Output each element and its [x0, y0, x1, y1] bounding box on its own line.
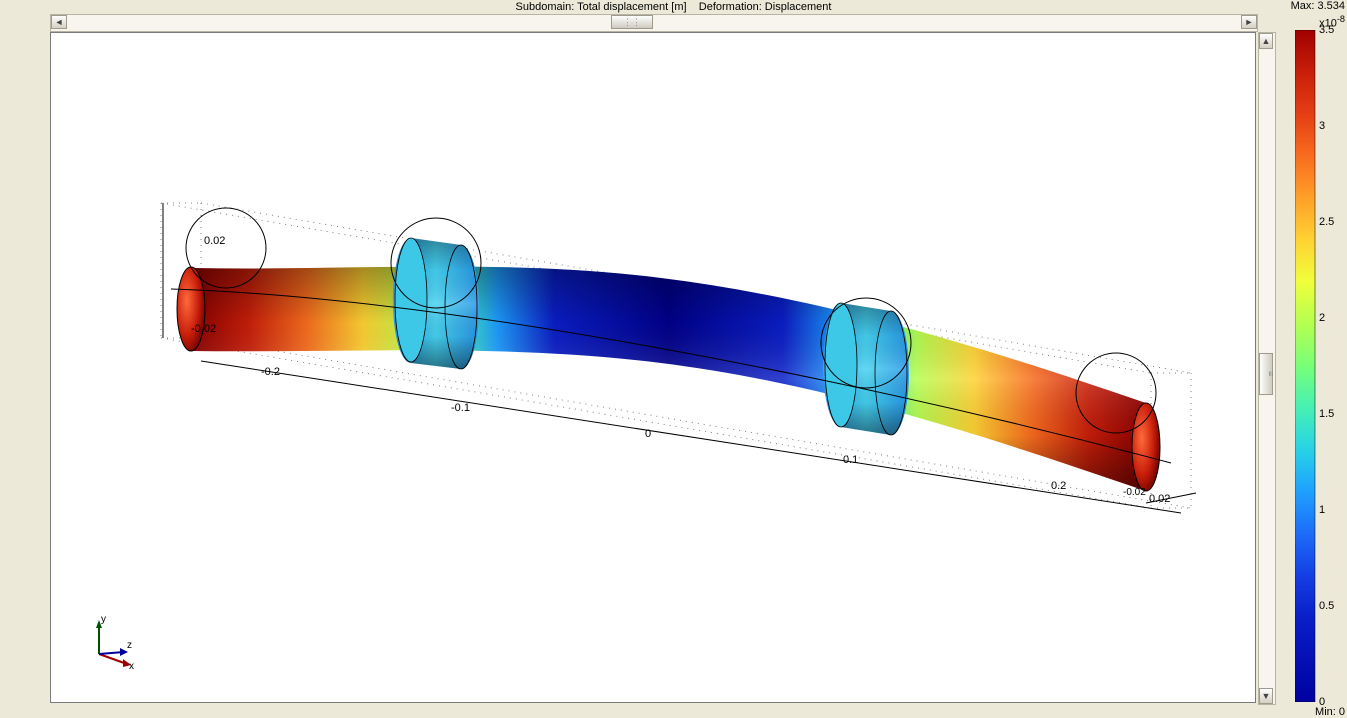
- colorbar-tick-5: 1: [1319, 504, 1325, 516]
- vertical-scrollbar[interactable]: ▲ ≡ ▼: [1258, 32, 1276, 705]
- horizontal-scroll-thumb[interactable]: ⋮⋮: [611, 15, 653, 29]
- x-tick-2: 0: [645, 428, 651, 440]
- shaft-endcap-right: [1132, 403, 1160, 491]
- x-tick-3: 0.1: [843, 454, 858, 466]
- x-tick-0: -0.2: [261, 366, 280, 378]
- plot-title-subdomain: Subdomain: Total displacement [m]: [516, 1, 687, 13]
- scroll-right-button[interactable]: ►: [1241, 15, 1257, 29]
- colorbar-max-label: Max: 3.534: [1291, 0, 1345, 12]
- scroll-down-button[interactable]: ▼: [1259, 688, 1273, 704]
- scroll-left-button[interactable]: ◄: [51, 15, 67, 29]
- plot-canvas[interactable]: 0.02 -0.02 -0.2 -0.1 0 0.1 0.2 0.02 -0.0…: [50, 32, 1256, 703]
- orientation-triad: y x z: [79, 614, 139, 674]
- y-tick-0: 0.02: [204, 235, 225, 247]
- triad-z-label: z: [127, 640, 132, 651]
- colorbar-tick-1: 3: [1319, 120, 1325, 132]
- z-tick-0: 0.02: [1149, 493, 1170, 505]
- colorbar-tick-6: 0.5: [1319, 600, 1334, 612]
- plot-title-deformation: Deformation: Displacement: [699, 1, 832, 13]
- triad-y-label: y: [101, 614, 106, 625]
- triad-x-label: x: [129, 661, 134, 672]
- z-tick-1: -0.02: [1123, 487, 1146, 498]
- colorbar-tick-2: 2.5: [1319, 216, 1334, 228]
- colorbar-tick-0: 3.5: [1319, 24, 1334, 36]
- bearing-disk-left: [393, 238, 479, 369]
- colorbar-tick-3: 2: [1319, 312, 1325, 324]
- x-tick-4: 0.2: [1051, 480, 1066, 492]
- vertical-scroll-thumb[interactable]: ≡: [1259, 353, 1273, 395]
- plot-svg: [51, 33, 1255, 702]
- y-tick-1: -0.02: [191, 323, 216, 335]
- colorbar-tick-4: 1.5: [1319, 408, 1334, 420]
- x-tick-1: -0.1: [451, 402, 470, 414]
- scroll-up-button[interactable]: ▲: [1259, 33, 1273, 49]
- bearing-disk-right: [823, 303, 909, 435]
- colorbar-tick-7: 0: [1319, 696, 1325, 708]
- horizontal-scrollbar[interactable]: ◄ ⋮⋮ ►: [50, 14, 1258, 32]
- plot-title: Subdomain: Total displacement [m] Deform…: [0, 0, 1347, 14]
- colorbar: 3.5 3 2.5 2 1.5 1 0.5 0: [1295, 30, 1315, 702]
